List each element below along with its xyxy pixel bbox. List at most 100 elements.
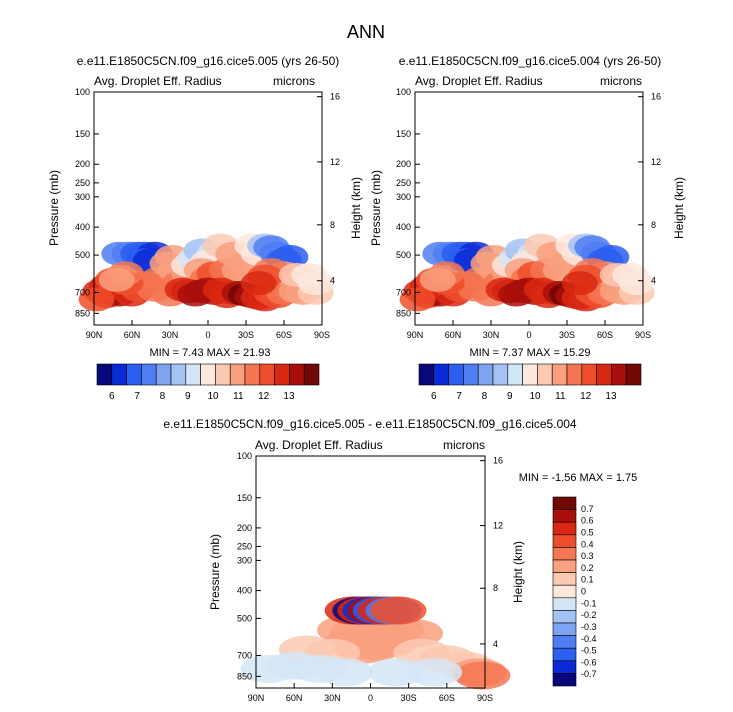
panel-c-colorbar-swatch-2 xyxy=(552,521,577,536)
panel-a-cells xyxy=(78,233,334,312)
panel-a-colorbar-swatch-1 xyxy=(111,363,127,386)
panel-c: e.e11.E1850C5CN.f09_g16.cice5.005 - e.e1… xyxy=(163,417,637,703)
panel-a-colorbar: 6 7 8 9 10 11 12 13 xyxy=(96,363,320,402)
panel-a-colorbar-swatch-7 xyxy=(200,363,216,386)
panel-c-min-max: MIN = -1.56 MAX = 1.75 xyxy=(519,472,638,484)
panel-b-colorbar-swatch-6 xyxy=(507,363,523,386)
panel-c-colorbar-label-9: -0.2 xyxy=(581,610,597,620)
panel-b-xtick-6: 90S xyxy=(635,330,651,340)
panel-c-ytick-5: 400 xyxy=(237,586,252,596)
panel-a-ytick-right-2: 8 xyxy=(330,220,335,230)
panel-a-xtick-6: 90S xyxy=(314,330,330,340)
panel-c-cell-19 xyxy=(317,658,374,687)
panel-b-ytick-right-3: 4 xyxy=(651,276,656,286)
panel-c-title: e.e11.E1850C5CN.f09_g16.cice5.005 - e.e1… xyxy=(163,417,577,431)
panel-a-right-label: microns xyxy=(273,74,315,88)
panel-b-colorbar-swatch-4 xyxy=(477,363,494,386)
panel-c-colorbar-swatch-7 xyxy=(552,584,577,599)
panel-a-colorbar-swatch-13 xyxy=(289,363,305,386)
panel-c-colorbar-swatch-8 xyxy=(552,597,577,611)
panel-b-colorbar-label-7: 13 xyxy=(605,391,617,402)
panel-b-xtick-5: 60S xyxy=(597,330,613,340)
panel-c-colorbar-swatch-4 xyxy=(552,547,577,561)
panel-c-colorbar-label-10: -0.3 xyxy=(581,622,597,632)
panel-a-ytick-2: 200 xyxy=(75,159,90,169)
panel-a: e.e11.E1850C5CN.f09_g16.cice5.005 (yrs 2… xyxy=(47,54,363,402)
panel-c-xtick-2: 30N xyxy=(324,693,341,703)
panel-c-colorbar-label-12: -0.5 xyxy=(581,646,597,656)
panel-b-ytick-5: 400 xyxy=(396,222,411,232)
panel-a-colorbar-swatch-0 xyxy=(96,363,113,386)
panel-c-ytick-right-3: 4 xyxy=(493,639,498,649)
panel-a-ytick-3: 250 xyxy=(75,178,90,188)
panel-c-cell-21 xyxy=(406,658,463,687)
panel-a-cell-76 xyxy=(78,287,115,312)
panel-b-ytick-6: 500 xyxy=(396,250,411,260)
panel-b-cell-76 xyxy=(399,287,436,312)
panel-b-colorbar-swatch-12 xyxy=(596,363,612,386)
panel-c-colorbar-swatch-12 xyxy=(552,647,577,662)
panel-b-colorbar-swatch-7 xyxy=(522,363,538,386)
panel-b-left-label: Avg. Droplet Eff. Radius xyxy=(415,74,543,88)
panel-c-ytick-4: 300 xyxy=(237,555,252,565)
panel-a-colorbar-swatch-12 xyxy=(274,363,290,386)
panel-c-colorbar-label-6: 0.1 xyxy=(581,575,594,585)
panel-b-ytick-0: 100 xyxy=(396,87,411,97)
panel-a-colorbar-label-3: 9 xyxy=(185,391,191,402)
panel-a-colorbar-label-0: 6 xyxy=(109,391,115,402)
panel-a-ytick-5: 400 xyxy=(75,222,90,232)
panel-a-xtick-0: 90N xyxy=(86,330,103,340)
panel-b-ylabel-right: Height (km) xyxy=(672,177,686,239)
panel-c-colorbar-swatch-1 xyxy=(552,509,577,523)
panel-c-ytick-2: 200 xyxy=(237,523,252,533)
panel-c-colorbar-label-5: 0.2 xyxy=(581,563,594,573)
panel-a-cell-68 xyxy=(240,271,277,296)
panel-b-colorbar-swatch-11 xyxy=(581,363,597,386)
panel-c-colorbar-label-14: -0.7 xyxy=(581,669,597,679)
panel-c-colorbar: 0.7 0.60.5 0.4 0.3 0.2 0.1 0-0.1 -0.2 -0.3 -0.4 -0… xyxy=(552,496,597,687)
panel-b-cell-68 xyxy=(561,271,598,296)
panel-a-colorbar-swatch-8 xyxy=(215,363,231,386)
panel-c-colorbar-label-2: 0.5 xyxy=(581,527,594,537)
panel-c-cell-22 xyxy=(240,655,297,684)
panel-a-ticks: 90N 60N 30N 0 30S 60S 90S 100 150 200 250 300 400 500… xyxy=(75,87,340,340)
panel-a-ytick-right-1: 12 xyxy=(330,157,340,167)
panel-c-xtick-1: 60N xyxy=(286,693,303,703)
panel-a-ytick-6: 500 xyxy=(75,250,90,260)
panel-c-right-label: microns xyxy=(443,438,485,452)
panel-b-colorbar-swatch-3 xyxy=(463,363,479,386)
panel-b-colorbar-swatch-9 xyxy=(551,363,568,386)
panel-c-colorbar-label-0: 0.7 xyxy=(581,504,594,514)
panel-a-colorbar-swatch-9 xyxy=(229,363,246,386)
panel-c-ylabel: Pressure (mb) xyxy=(208,534,222,610)
panel-b-colorbar-label-2: 8 xyxy=(482,391,488,402)
panel-a-ylabel: Pressure (mb) xyxy=(47,170,61,246)
panel-a-min-max: MIN = 7.43 MAX = 21.93 xyxy=(149,347,270,359)
panel-c-ytick-8: 850 xyxy=(237,671,252,681)
panel-b-ytick-4: 300 xyxy=(396,192,411,202)
panel-c-colorbar-swatch-0 xyxy=(552,496,577,510)
panel-c-ticks: 90N 60N 30N 0 30S 60S 90S 100 150 200 250 300 400 500… xyxy=(237,451,503,703)
panel-c-xtick-5: 60S xyxy=(439,693,455,703)
panel-b-colorbar: 6 7 8 9 10 11 12 13 xyxy=(418,363,642,402)
panel-a-colorbar-swatch-4 xyxy=(155,363,172,386)
panel-c-colorbar-swatch-6 xyxy=(552,572,577,586)
panel-c-colorbar-label-7: 0 xyxy=(581,587,586,597)
panel-a-xtick-5: 60S xyxy=(276,330,292,340)
panel-b-ticks: 90N 60N 30N 0 30S 60S 90S 100 150 200 250 300 400 500… xyxy=(396,87,661,340)
panel-c-cell-31 xyxy=(370,596,427,625)
panel-b-ytick-right-1: 12 xyxy=(651,157,661,167)
panel-a-colorbar-swatch-3 xyxy=(141,363,157,386)
panel-c-ylabel-right: Height (km) xyxy=(511,541,525,603)
panel-a-ytick-0: 100 xyxy=(75,87,90,97)
panel-b-xtick-4: 30S xyxy=(559,330,575,340)
page-title: ANN xyxy=(347,22,385,42)
panel-a-ytick-8: 850 xyxy=(75,308,90,318)
panel-a-colorbar-swatch-14 xyxy=(303,363,320,386)
panel-c-colorbar-label-11: -0.4 xyxy=(581,634,597,644)
panel-b-colorbar-label-5: 11 xyxy=(555,391,566,402)
panel-b-xtick-3: 0 xyxy=(526,330,531,340)
panel-a-colorbar-label-6: 12 xyxy=(258,391,270,402)
panel-b-ytick-7: 700 xyxy=(396,287,411,297)
